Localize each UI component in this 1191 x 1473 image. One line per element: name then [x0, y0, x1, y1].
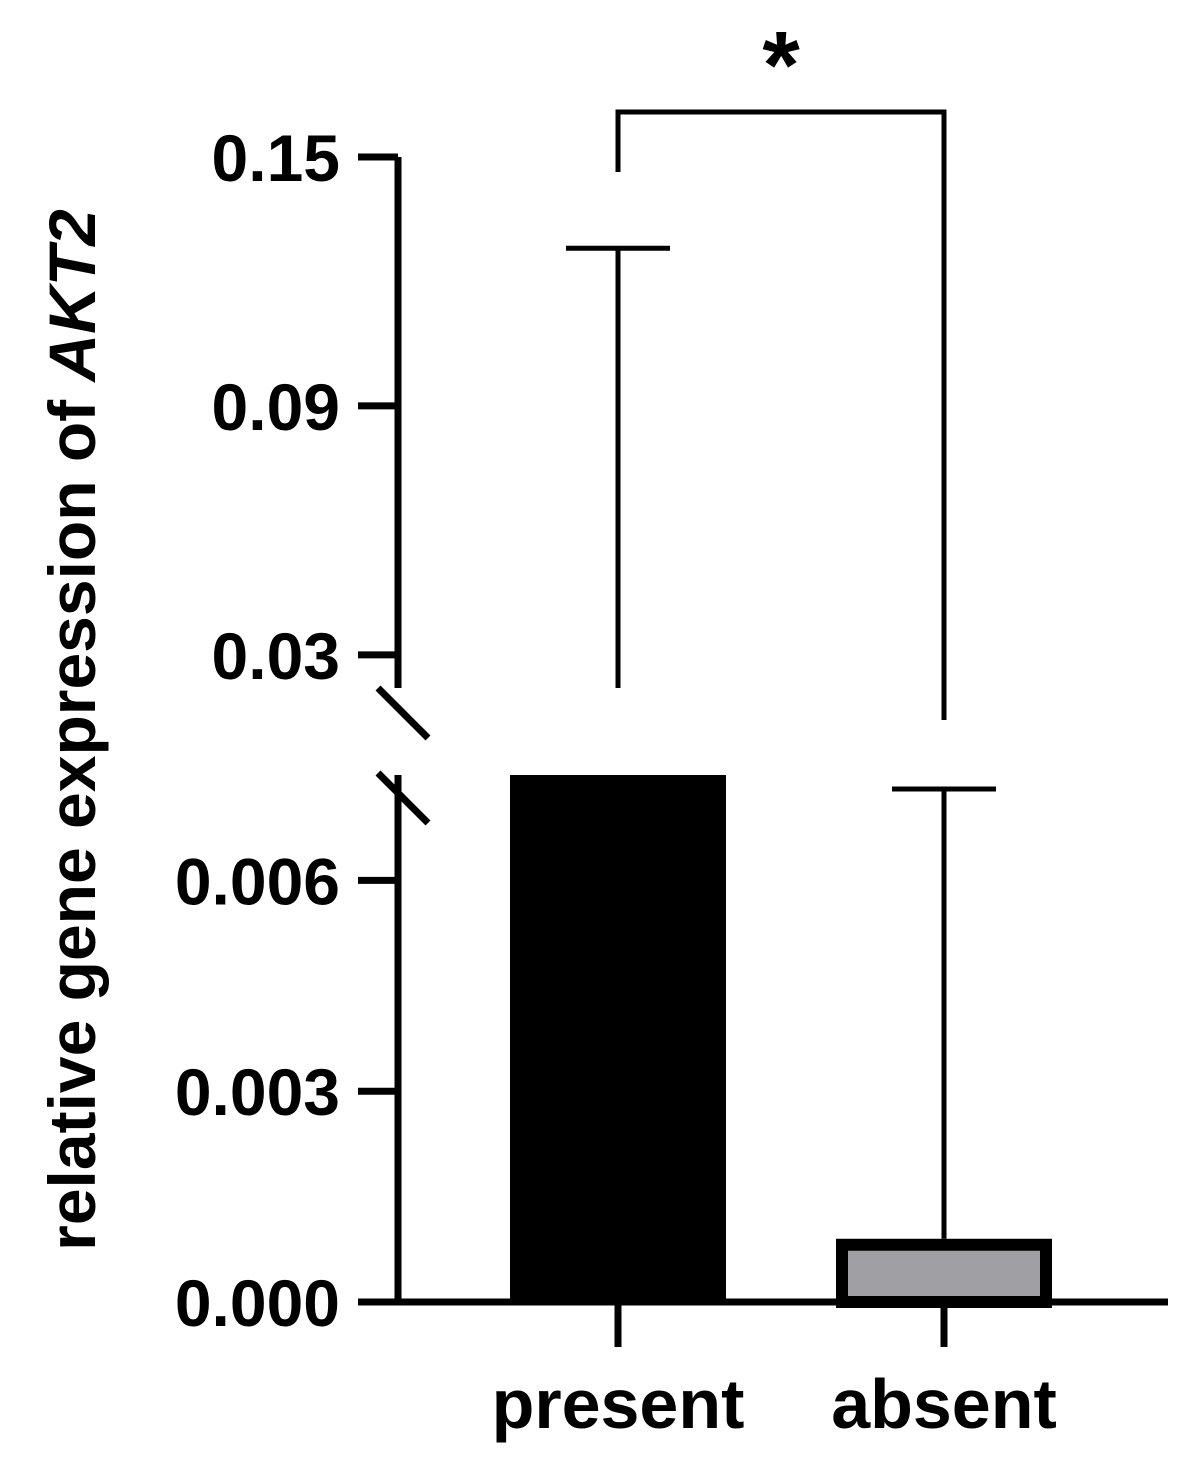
- y-axis-label: relative gene expression of AKT2: [35, 209, 109, 1251]
- significance-label: *: [762, 12, 800, 119]
- y-axis-label-gene: AKT2: [35, 209, 109, 384]
- x-tick-label-absent: absent: [831, 1365, 1057, 1443]
- y-tick-label: 0.09: [212, 370, 340, 444]
- significance-bracket: *: [615, 12, 947, 720]
- bar-present-lower: [510, 775, 726, 1302]
- y-axis-label-text: relative gene expression of: [35, 382, 109, 1251]
- bars-layer: [510, 775, 1052, 1309]
- y-tick-label: 0.006: [175, 844, 340, 918]
- x-tick-label-present: present: [492, 1365, 745, 1443]
- y-tick-label: 0.03: [212, 619, 340, 693]
- significance-bracket-line: [615, 109, 947, 720]
- bar-absent: [836, 1238, 1052, 1309]
- x-axis: present absent: [395, 1298, 1168, 1443]
- y-tick-label: 0.15: [212, 121, 340, 195]
- y-axis: 0.000 0.003 0.006 0.03 0.09 0.15: [175, 121, 431, 1340]
- error-bars-layer: [566, 245, 996, 1239]
- axis-break-mark: [375, 685, 431, 741]
- y-tick-label: 0.003: [175, 1055, 340, 1129]
- axis-break-mark: [375, 770, 431, 826]
- y-tick-label: 0.000: [175, 1266, 340, 1340]
